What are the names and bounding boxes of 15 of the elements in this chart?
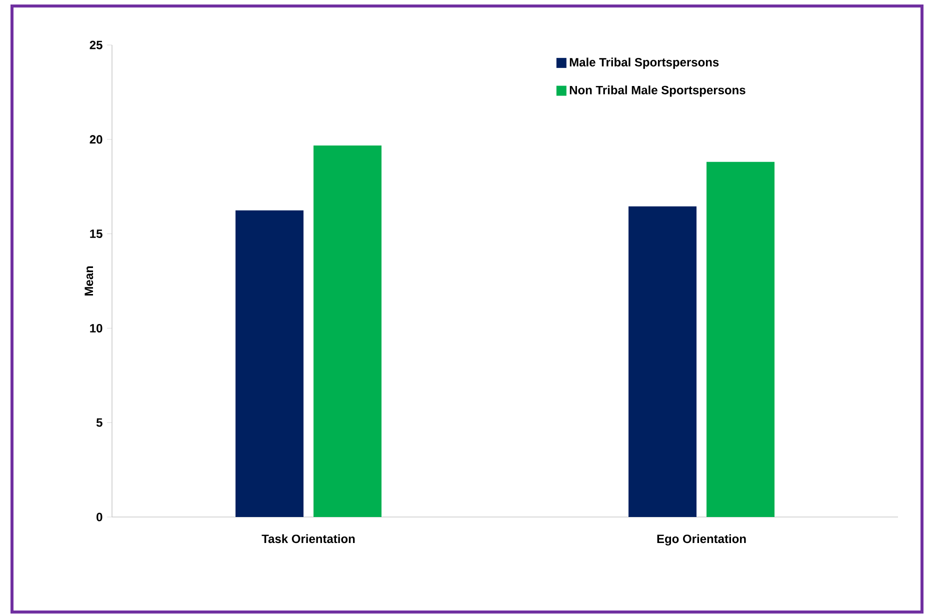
y-tick-label: 10 xyxy=(90,324,102,332)
x-tick-label: Ego Orientation xyxy=(657,534,746,546)
y-tick-label: 0 xyxy=(96,512,102,522)
y-axis-title: Mean xyxy=(84,266,94,296)
y-tick-label: 15 xyxy=(90,230,102,238)
x-tick-label: Task Orientation xyxy=(262,534,355,544)
bar xyxy=(314,145,382,517)
bar xyxy=(706,162,775,517)
y-tick-label: 25 xyxy=(90,40,102,50)
legend-label: Non Tribal Male Sportspersons xyxy=(570,86,746,97)
y-tick-label: 5 xyxy=(96,418,102,427)
y-tick-label: 20 xyxy=(90,135,102,144)
bar xyxy=(628,206,697,517)
bar xyxy=(236,210,304,517)
legend-label: Male Tribal Sportspersons xyxy=(570,58,719,69)
